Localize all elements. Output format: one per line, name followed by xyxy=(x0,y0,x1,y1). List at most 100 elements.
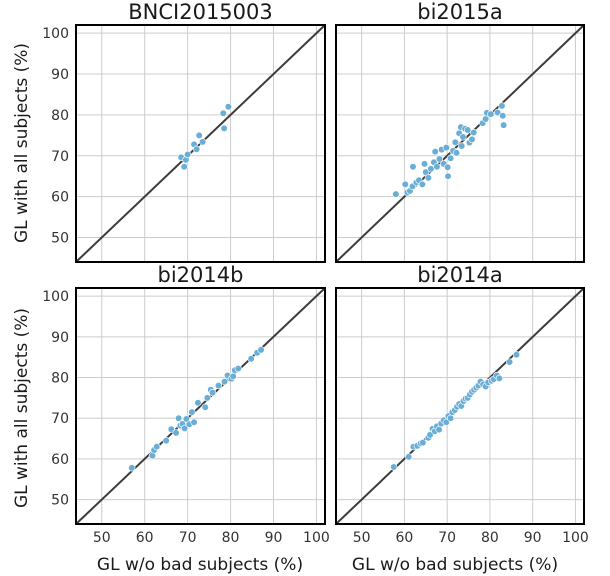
x-tick-label: 70 xyxy=(179,530,197,546)
data-point xyxy=(458,142,466,150)
data-point xyxy=(444,163,452,171)
data-point xyxy=(495,374,503,382)
x-tick-label: 70 xyxy=(438,530,456,546)
panel-title: bi2014b xyxy=(158,263,244,287)
data-point xyxy=(446,414,455,422)
y-tick-label: 90 xyxy=(51,67,69,83)
data-point xyxy=(247,355,255,363)
data-point xyxy=(435,426,443,434)
panel-3: bi2014a 50 60 70 80 90 100 xyxy=(335,263,589,546)
data-point xyxy=(167,425,175,433)
data-point xyxy=(195,131,203,139)
x-tick-label: 90 xyxy=(265,530,283,546)
y-tick-label: 100 xyxy=(42,289,69,305)
data-point xyxy=(444,172,452,180)
y-tick-label: 50 xyxy=(51,230,69,246)
x-tick-label: 90 xyxy=(524,530,542,546)
data-point xyxy=(180,163,188,171)
data-point xyxy=(500,121,508,129)
panel-frame xyxy=(335,24,585,263)
panel-title: bi2015a xyxy=(417,0,502,24)
x-tick-label: 80 xyxy=(481,530,499,546)
x-tick-label: 50 xyxy=(93,530,111,546)
data-point xyxy=(468,135,476,144)
data-point xyxy=(409,163,417,171)
data-point xyxy=(172,429,180,437)
data-point xyxy=(214,382,223,390)
y-tick-label: 80 xyxy=(51,108,69,124)
data-point xyxy=(229,372,237,380)
x-tick-label: 60 xyxy=(136,530,154,546)
data-point xyxy=(470,128,478,137)
x-tick-label: 100 xyxy=(562,530,589,546)
data-point xyxy=(498,102,506,110)
data-point xyxy=(452,149,461,157)
data-point xyxy=(199,138,207,146)
data-point xyxy=(234,364,242,373)
data-point xyxy=(418,180,426,188)
data-point xyxy=(499,112,507,120)
data-point xyxy=(487,110,495,118)
y-tick-label: 60 xyxy=(51,452,69,468)
x-tick-label: 100 xyxy=(303,530,330,546)
data-point xyxy=(201,403,209,411)
data-point xyxy=(433,163,441,171)
data-point xyxy=(257,346,265,354)
data-point xyxy=(420,160,429,168)
data-point xyxy=(424,174,432,182)
panel-title: BNCI2015003 xyxy=(128,0,273,24)
data-point xyxy=(184,150,192,159)
x-tick-label: 80 xyxy=(222,530,240,546)
figure-xlabel-right: GL w/o bad subjects (%) xyxy=(352,555,558,575)
y-tick-label: 80 xyxy=(51,371,69,387)
data-point xyxy=(390,463,398,471)
data-point xyxy=(193,145,201,153)
data-point xyxy=(219,109,227,117)
data-point xyxy=(446,154,455,162)
data-point xyxy=(435,155,444,163)
data-point xyxy=(220,124,228,132)
data-point xyxy=(220,377,229,386)
data-point xyxy=(203,394,211,402)
data-point xyxy=(194,399,202,407)
data-point xyxy=(431,148,439,156)
data-point xyxy=(494,108,502,117)
identity-line xyxy=(75,287,326,525)
panel-title: bi2014a xyxy=(417,263,502,287)
data-point xyxy=(128,464,136,472)
figure-xlabel-left: GL w/o bad subjects (%) xyxy=(97,555,303,575)
panel-2: bi2014b 50 60 70 80 90 100 50 60 70 80 90 100 xyxy=(42,263,330,546)
data-point xyxy=(451,138,459,146)
data-point xyxy=(419,439,427,447)
data-point xyxy=(392,190,400,198)
data-point xyxy=(188,408,196,416)
data-point xyxy=(442,143,450,152)
panel-frame xyxy=(335,287,585,525)
data-point xyxy=(401,180,409,188)
data-point xyxy=(464,126,472,134)
data-point xyxy=(512,351,521,359)
figure-ylabel-bottom: GL with all subjects (%) xyxy=(12,308,32,508)
panel-1: bi2015a xyxy=(335,0,585,263)
x-tick-label: 50 xyxy=(353,530,371,546)
y-tick-label: 70 xyxy=(51,149,69,165)
panels: BNCI2015003 50 60 70 80 90 100 bi2015a bi2014b 50… xyxy=(42,0,589,546)
data-point xyxy=(182,415,190,423)
y-tick-label: 100 xyxy=(42,26,69,42)
panel-frame xyxy=(75,24,326,263)
y-tick-label: 70 xyxy=(51,411,69,427)
data-point xyxy=(459,133,467,141)
data-point xyxy=(426,431,434,439)
data-point xyxy=(153,443,161,451)
data-point xyxy=(482,115,490,123)
data-point xyxy=(224,103,233,111)
data-point xyxy=(175,414,183,422)
data-point xyxy=(405,453,413,461)
data-point xyxy=(190,418,198,426)
panel-frame xyxy=(75,287,326,525)
data-point xyxy=(208,388,217,397)
panel-0: BNCI2015003 50 60 70 80 90 100 xyxy=(42,0,326,263)
y-tick-label: 90 xyxy=(51,330,69,346)
figure-ylabel-top: GL with all subjects (%) xyxy=(12,43,32,243)
